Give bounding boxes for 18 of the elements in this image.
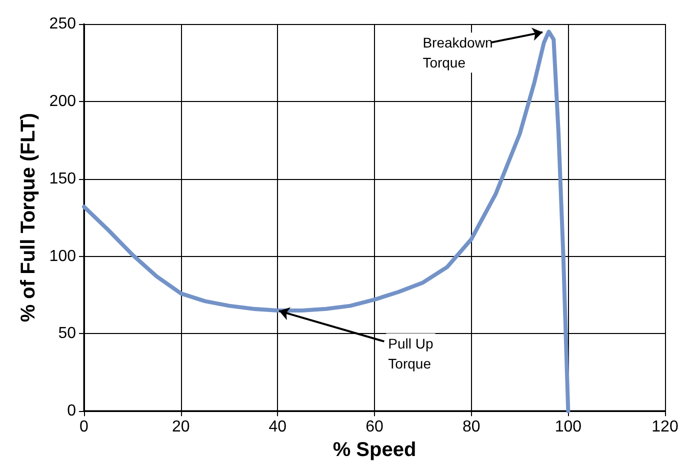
annotation: Breakdown Torque — [422, 34, 493, 71]
y-tick-label: 250 — [49, 16, 76, 32]
y-tick-label: 200 — [49, 92, 76, 110]
x-tick-label: 0 — [80, 418, 89, 436]
y-tick-label: 0 — [67, 402, 76, 420]
x-axis-title: % Speed — [332, 439, 416, 461]
x-tick-label: 60 — [366, 418, 384, 436]
y-tick-label: 150 — [49, 170, 76, 188]
x-tick-label: 80 — [462, 418, 480, 436]
y-axis-title: % of Full Torque (FLT) — [17, 112, 40, 322]
x-tick-label: 120 — [652, 418, 678, 436]
y-tick-label: 100 — [49, 248, 76, 265]
x-tick-label: 100 — [554, 418, 582, 436]
x-tick-label: 40 — [268, 418, 287, 436]
annotation: Pull Up Torque — [388, 335, 434, 372]
y-tick-label: 50 — [58, 325, 76, 342]
x-tick-label: 20 — [172, 418, 190, 436]
line-series — [82, 30, 570, 414]
